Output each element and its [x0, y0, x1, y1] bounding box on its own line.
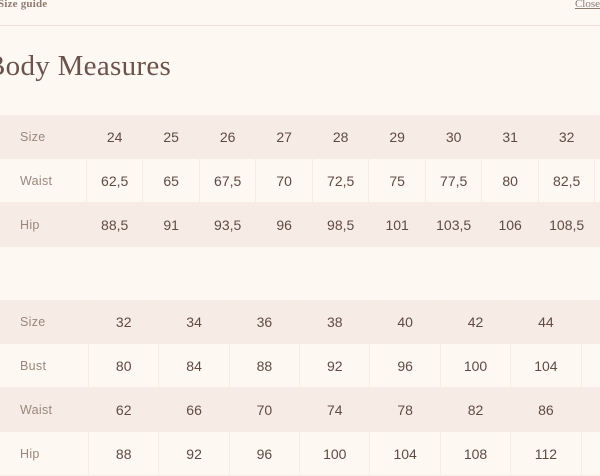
- table-cell: 74: [299, 387, 371, 432]
- table-cell: 90: [581, 387, 600, 432]
- row-label-waist: Waist: [0, 387, 90, 432]
- table-cell: 98,5: [312, 202, 370, 247]
- table-cell: 100: [440, 343, 512, 388]
- table-row: Waist6266707478828690: [0, 387, 600, 432]
- table-cell: 80: [88, 343, 160, 388]
- table-cell: 77,5: [425, 158, 483, 203]
- page-title: Body Measures: [0, 50, 172, 82]
- table-cell: 96: [369, 343, 441, 388]
- table-cell: 103,5: [425, 202, 483, 247]
- table-cell: 25: [142, 115, 200, 159]
- table-cell: 70: [255, 158, 313, 203]
- table-cell: 92: [299, 343, 371, 388]
- table-cell: 32: [538, 115, 596, 159]
- table-cell: 30: [425, 115, 483, 159]
- table-cell: 108: [440, 431, 512, 476]
- table-cell: 32: [88, 300, 160, 344]
- table-cell: 46: [581, 300, 600, 344]
- row-label-size: Size: [0, 300, 90, 344]
- table-cell: 29: [368, 115, 426, 159]
- table-cell: 33: [594, 115, 600, 159]
- table-cell: 104: [369, 431, 441, 476]
- table-cell: 42: [440, 300, 512, 344]
- table-row: Size3234363840424446: [0, 300, 600, 344]
- table-one-body: Size24252627282930313233Waist62,56567,57…: [0, 115, 600, 247]
- table-cell: 93,5: [199, 202, 257, 247]
- table-cell: 31: [481, 115, 539, 159]
- table-cell: 78: [369, 387, 441, 432]
- table-cell: 85: [594, 158, 600, 203]
- table-cell: 104: [510, 343, 582, 388]
- table-cell: 38: [299, 300, 371, 344]
- table-cell: 27: [255, 115, 313, 159]
- table-cell: 24: [86, 115, 144, 159]
- table-cell: 108,5: [538, 202, 596, 247]
- row-label-hip: Hip: [0, 431, 90, 476]
- table-cell: 92: [158, 431, 230, 476]
- table-cell: 111: [594, 202, 600, 247]
- table-cell: 62,5: [86, 158, 144, 203]
- table-cell: 96: [229, 431, 301, 476]
- table-cell: 67,5: [199, 158, 257, 203]
- table-cell: 72,5: [312, 158, 370, 203]
- table-cell: 65: [142, 158, 200, 203]
- tops-size-table-wrapper: Size3234363840424446Bust8084889296100104…: [0, 300, 600, 476]
- table-cell: 91: [142, 202, 200, 247]
- row-label-size: Size: [0, 115, 87, 159]
- table-cell: 26: [199, 115, 257, 159]
- table-cell: 34: [158, 300, 230, 344]
- table-row: Hip889296100104108112116: [0, 431, 600, 476]
- table-row: Bust8084889296100104108: [0, 343, 600, 388]
- row-label-bust: Bust: [0, 343, 90, 388]
- table-cell: 86: [510, 387, 582, 432]
- tops-size-table: Size3234363840424446Bust8084889296100104…: [0, 300, 600, 476]
- table-cell: 44: [510, 300, 582, 344]
- breadcrumb[interactable]: Size guide: [0, 0, 48, 10]
- table-cell: 88: [229, 343, 301, 388]
- top-utility-bar: Size guide Close: [0, 0, 600, 18]
- table-cell: 84: [158, 343, 230, 388]
- table-cell: 101: [368, 202, 426, 247]
- table-cell: 75: [368, 158, 426, 203]
- close-link[interactable]: Close: [574, 0, 600, 10]
- table-cell: 108: [581, 343, 600, 388]
- table-cell: 28: [312, 115, 370, 159]
- table-cell: 70: [229, 387, 301, 432]
- bottoms-size-table-wrapper: Size24252627282930313233Waist62,56567,57…: [0, 115, 600, 247]
- table-cell: 40: [369, 300, 441, 344]
- table-cell: 62: [88, 387, 160, 432]
- table-cell: 112: [510, 431, 582, 476]
- table-cell: 100: [299, 431, 371, 476]
- table-cell: 80: [481, 158, 539, 203]
- table-cell: 88: [88, 431, 160, 476]
- header-divider: [0, 25, 600, 26]
- table-cell: 116: [581, 431, 600, 476]
- table-cell: 82,5: [538, 158, 596, 203]
- table-cell: 96: [255, 202, 313, 247]
- bottoms-size-table: Size24252627282930313233Waist62,56567,57…: [0, 115, 600, 247]
- table-cell: 82: [440, 387, 512, 432]
- row-label-waist: Waist: [0, 158, 87, 203]
- table-cell: 88,5: [86, 202, 144, 247]
- table-cell: 36: [229, 300, 301, 344]
- table-cell: 66: [158, 387, 230, 432]
- table-row: Size24252627282930313233: [0, 115, 600, 159]
- table-two-body: Size3234363840424446Bust8084889296100104…: [0, 300, 600, 476]
- row-label-hip: Hip: [0, 202, 87, 247]
- table-cell: 106: [481, 202, 539, 247]
